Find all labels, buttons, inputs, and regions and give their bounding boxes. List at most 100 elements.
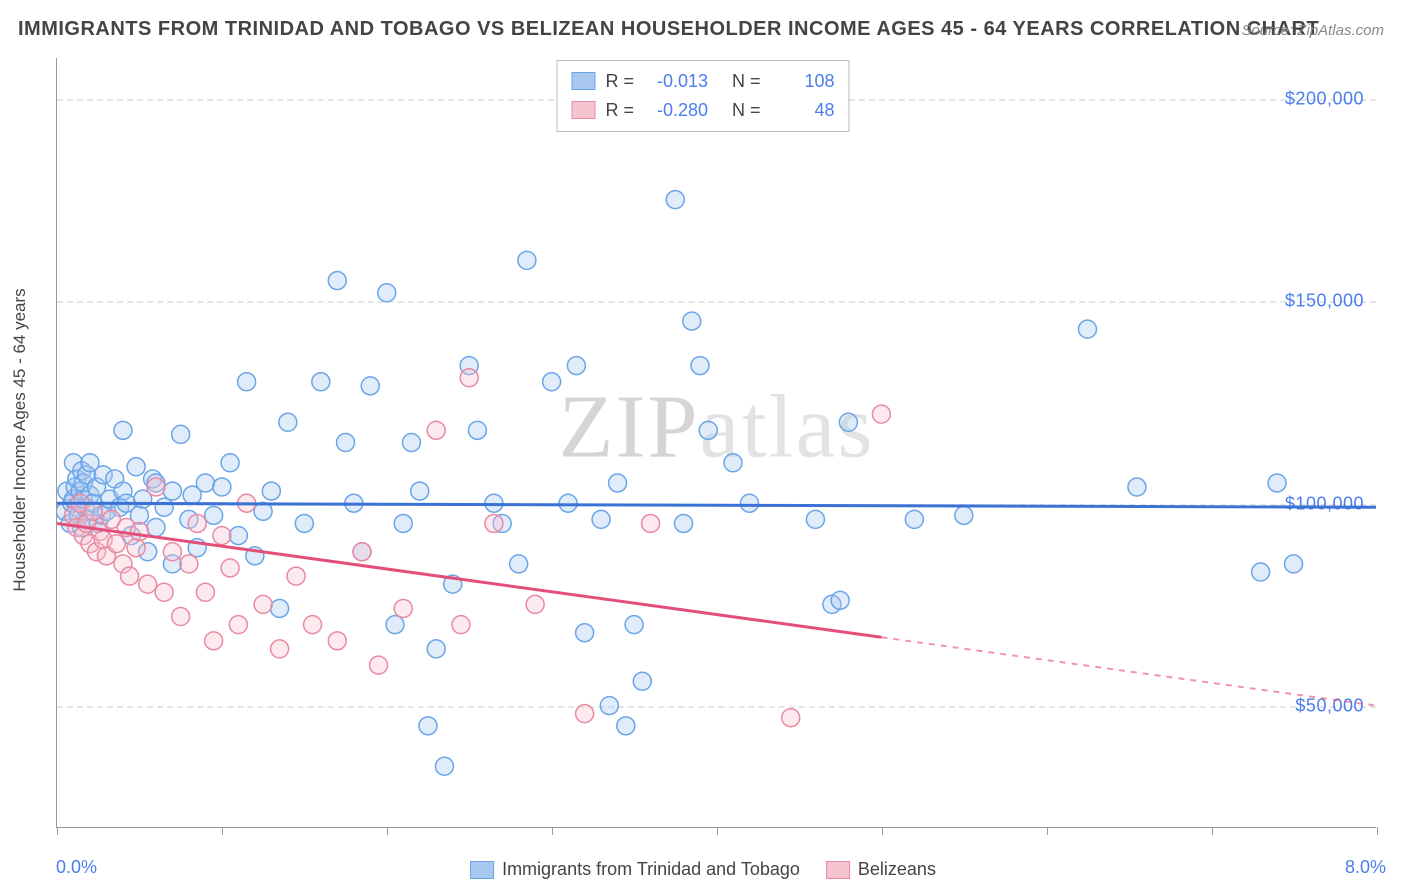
data-point: [452, 616, 470, 634]
data-point: [180, 555, 198, 573]
data-point: [625, 616, 643, 634]
data-point: [295, 514, 313, 532]
data-point: [229, 527, 247, 545]
data-point: [1285, 555, 1303, 573]
data-point: [196, 474, 214, 492]
data-point: [287, 567, 305, 585]
data-point: [107, 535, 125, 553]
x-tick: [222, 827, 223, 835]
legend-item: Immigrants from Trinidad and Tobago: [470, 859, 800, 880]
legend-stat-row: R =-0.280N =48: [571, 96, 834, 125]
data-point: [485, 514, 503, 532]
x-tick: [882, 827, 883, 835]
data-point: [172, 608, 190, 626]
legend-stats: R =-0.013N =108R =-0.280N =48: [556, 60, 849, 132]
data-point: [518, 251, 536, 269]
source-attribution: Source: ZipAtlas.com: [1241, 22, 1384, 39]
data-point: [831, 591, 849, 609]
data-point: [1078, 320, 1096, 338]
data-point: [666, 191, 684, 209]
data-point: [427, 640, 445, 658]
data-point: [353, 543, 371, 561]
data-point: [304, 616, 322, 634]
data-point: [361, 377, 379, 395]
x-tick: [387, 827, 388, 835]
data-point: [196, 583, 214, 601]
x-axis-min-label: 0.0%: [56, 857, 97, 878]
x-tick: [1377, 827, 1378, 835]
data-point: [724, 454, 742, 472]
data-point: [238, 373, 256, 391]
data-point: [328, 632, 346, 650]
data-point: [839, 413, 857, 431]
correlation-chart: { "title": "IMMIGRANTS FROM TRINIDAD AND…: [0, 0, 1406, 892]
legend-r-value: -0.280: [648, 96, 708, 125]
legend-swatch: [470, 861, 494, 879]
data-point: [205, 632, 223, 650]
scatter-svg: [57, 58, 1376, 827]
data-point: [121, 567, 139, 585]
data-point: [699, 421, 717, 439]
trend-line-extrapolated: [881, 637, 1376, 705]
data-point: [1128, 478, 1146, 496]
data-point: [386, 616, 404, 634]
x-tick: [57, 827, 58, 835]
data-point: [163, 543, 181, 561]
data-point: [172, 425, 190, 443]
data-point: [435, 757, 453, 775]
legend-n-label: N =: [732, 67, 761, 96]
legend-swatch: [571, 72, 595, 90]
x-tick: [552, 827, 553, 835]
data-point: [510, 555, 528, 573]
legend-swatch: [571, 101, 595, 119]
data-point: [221, 454, 239, 472]
x-axis-max-label: 8.0%: [1345, 857, 1386, 878]
legend-item: Belizeans: [826, 859, 936, 880]
data-point: [229, 616, 247, 634]
y-axis-label: Householder Income Ages 45 - 64 years: [10, 288, 30, 591]
data-point: [394, 514, 412, 532]
data-point: [576, 624, 594, 642]
x-tick: [717, 827, 718, 835]
legend-stat-row: R =-0.013N =108: [571, 67, 834, 96]
data-point: [262, 482, 280, 500]
x-tick: [1047, 827, 1048, 835]
legend-r-label: R =: [605, 96, 634, 125]
data-point: [84, 502, 102, 520]
legend-swatch: [826, 861, 850, 879]
data-point: [127, 458, 145, 476]
data-point: [617, 717, 635, 735]
data-point: [394, 599, 412, 617]
data-point: [559, 494, 577, 512]
data-point: [806, 510, 824, 528]
data-point: [139, 575, 157, 593]
data-point: [460, 369, 478, 387]
data-point: [1252, 563, 1270, 581]
data-point: [592, 510, 610, 528]
data-point: [328, 272, 346, 290]
x-tick: [1212, 827, 1213, 835]
data-point: [155, 583, 173, 601]
legend-r-value: -0.013: [648, 67, 708, 96]
data-point: [740, 494, 758, 512]
data-point: [642, 514, 660, 532]
data-point: [600, 697, 618, 715]
data-point: [312, 373, 330, 391]
data-point: [567, 357, 585, 375]
data-point: [130, 523, 148, 541]
data-point: [114, 421, 132, 439]
data-point: [633, 672, 651, 690]
data-point: [213, 527, 231, 545]
legend-n-label: N =: [732, 96, 761, 125]
data-point: [782, 709, 800, 727]
plot-area: ZIPatlas $50,000$100,000$150,000$200,000: [56, 58, 1376, 828]
data-point: [271, 640, 289, 658]
data-point: [411, 482, 429, 500]
data-point: [205, 506, 223, 524]
data-point: [609, 474, 627, 492]
data-point: [872, 405, 890, 423]
legend-r-label: R =: [605, 67, 634, 96]
data-point: [147, 519, 165, 537]
data-point: [337, 434, 355, 452]
legend-label: Immigrants from Trinidad and Tobago: [502, 859, 800, 880]
